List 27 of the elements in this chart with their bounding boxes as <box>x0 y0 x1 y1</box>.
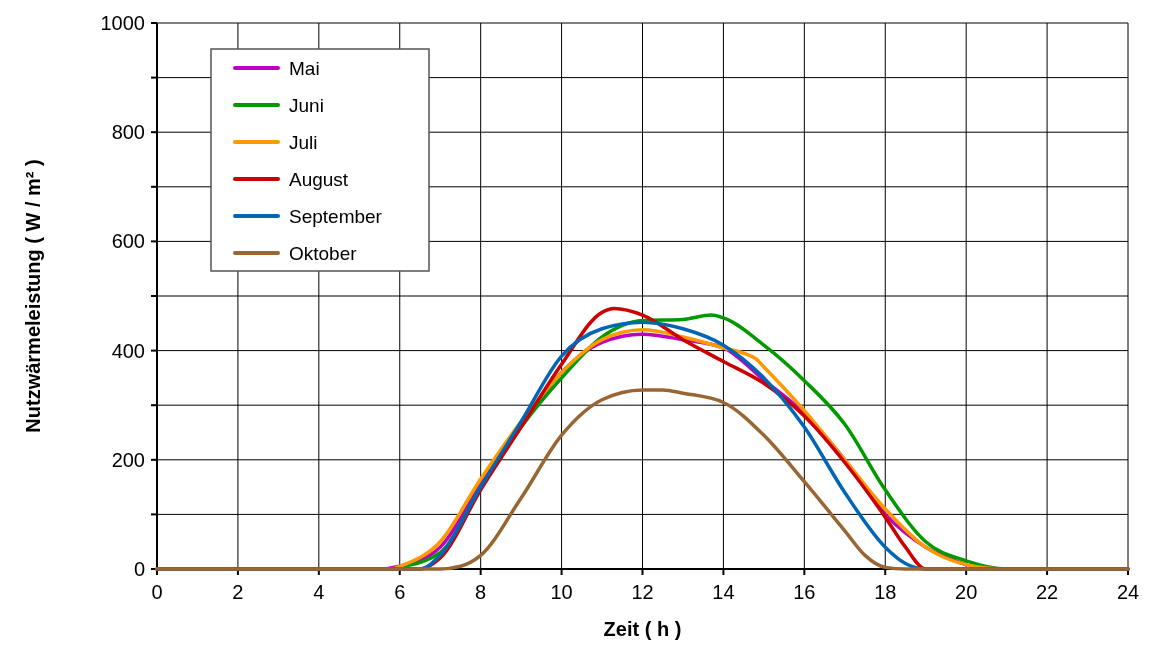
y-axis-title: Nutzwärmeleistung ( W / m² ) <box>22 159 44 433</box>
y-tick-label: 800 <box>111 121 145 144</box>
y-tick-label: 600 <box>111 230 145 253</box>
x-tick-label: 10 <box>550 581 573 603</box>
x-tick-label: 16 <box>793 581 816 603</box>
legend-label: Juni <box>289 95 324 116</box>
x-tick-label: 14 <box>712 581 735 603</box>
x-axis-title: Zeit ( h ) <box>603 618 682 640</box>
y-tick-label: 1000 <box>100 12 145 34</box>
x-tick-label: 24 <box>1116 581 1140 603</box>
legend-label: Juli <box>289 132 318 153</box>
x-tick-label: 8 <box>475 581 487 603</box>
x-tick-label: 2 <box>232 581 244 603</box>
x-tick-label: 0 <box>151 581 163 603</box>
legend-label: Mai <box>289 58 320 79</box>
legend-label: August <box>289 169 349 190</box>
y-tick-label: 200 <box>111 448 145 471</box>
x-tick-label: 18 <box>874 581 897 603</box>
legend-label: September <box>289 206 383 227</box>
x-tick-label: 12 <box>631 581 654 603</box>
x-tick-label: 22 <box>1035 581 1059 603</box>
y-tick-label: 0 <box>133 558 145 580</box>
y-tick-label: 400 <box>111 339 145 362</box>
legend-label: Oktober <box>289 243 358 264</box>
x-tick-label: 4 <box>313 581 325 603</box>
x-tick-label: 20 <box>955 581 978 603</box>
x-tick-label: 6 <box>394 581 406 603</box>
